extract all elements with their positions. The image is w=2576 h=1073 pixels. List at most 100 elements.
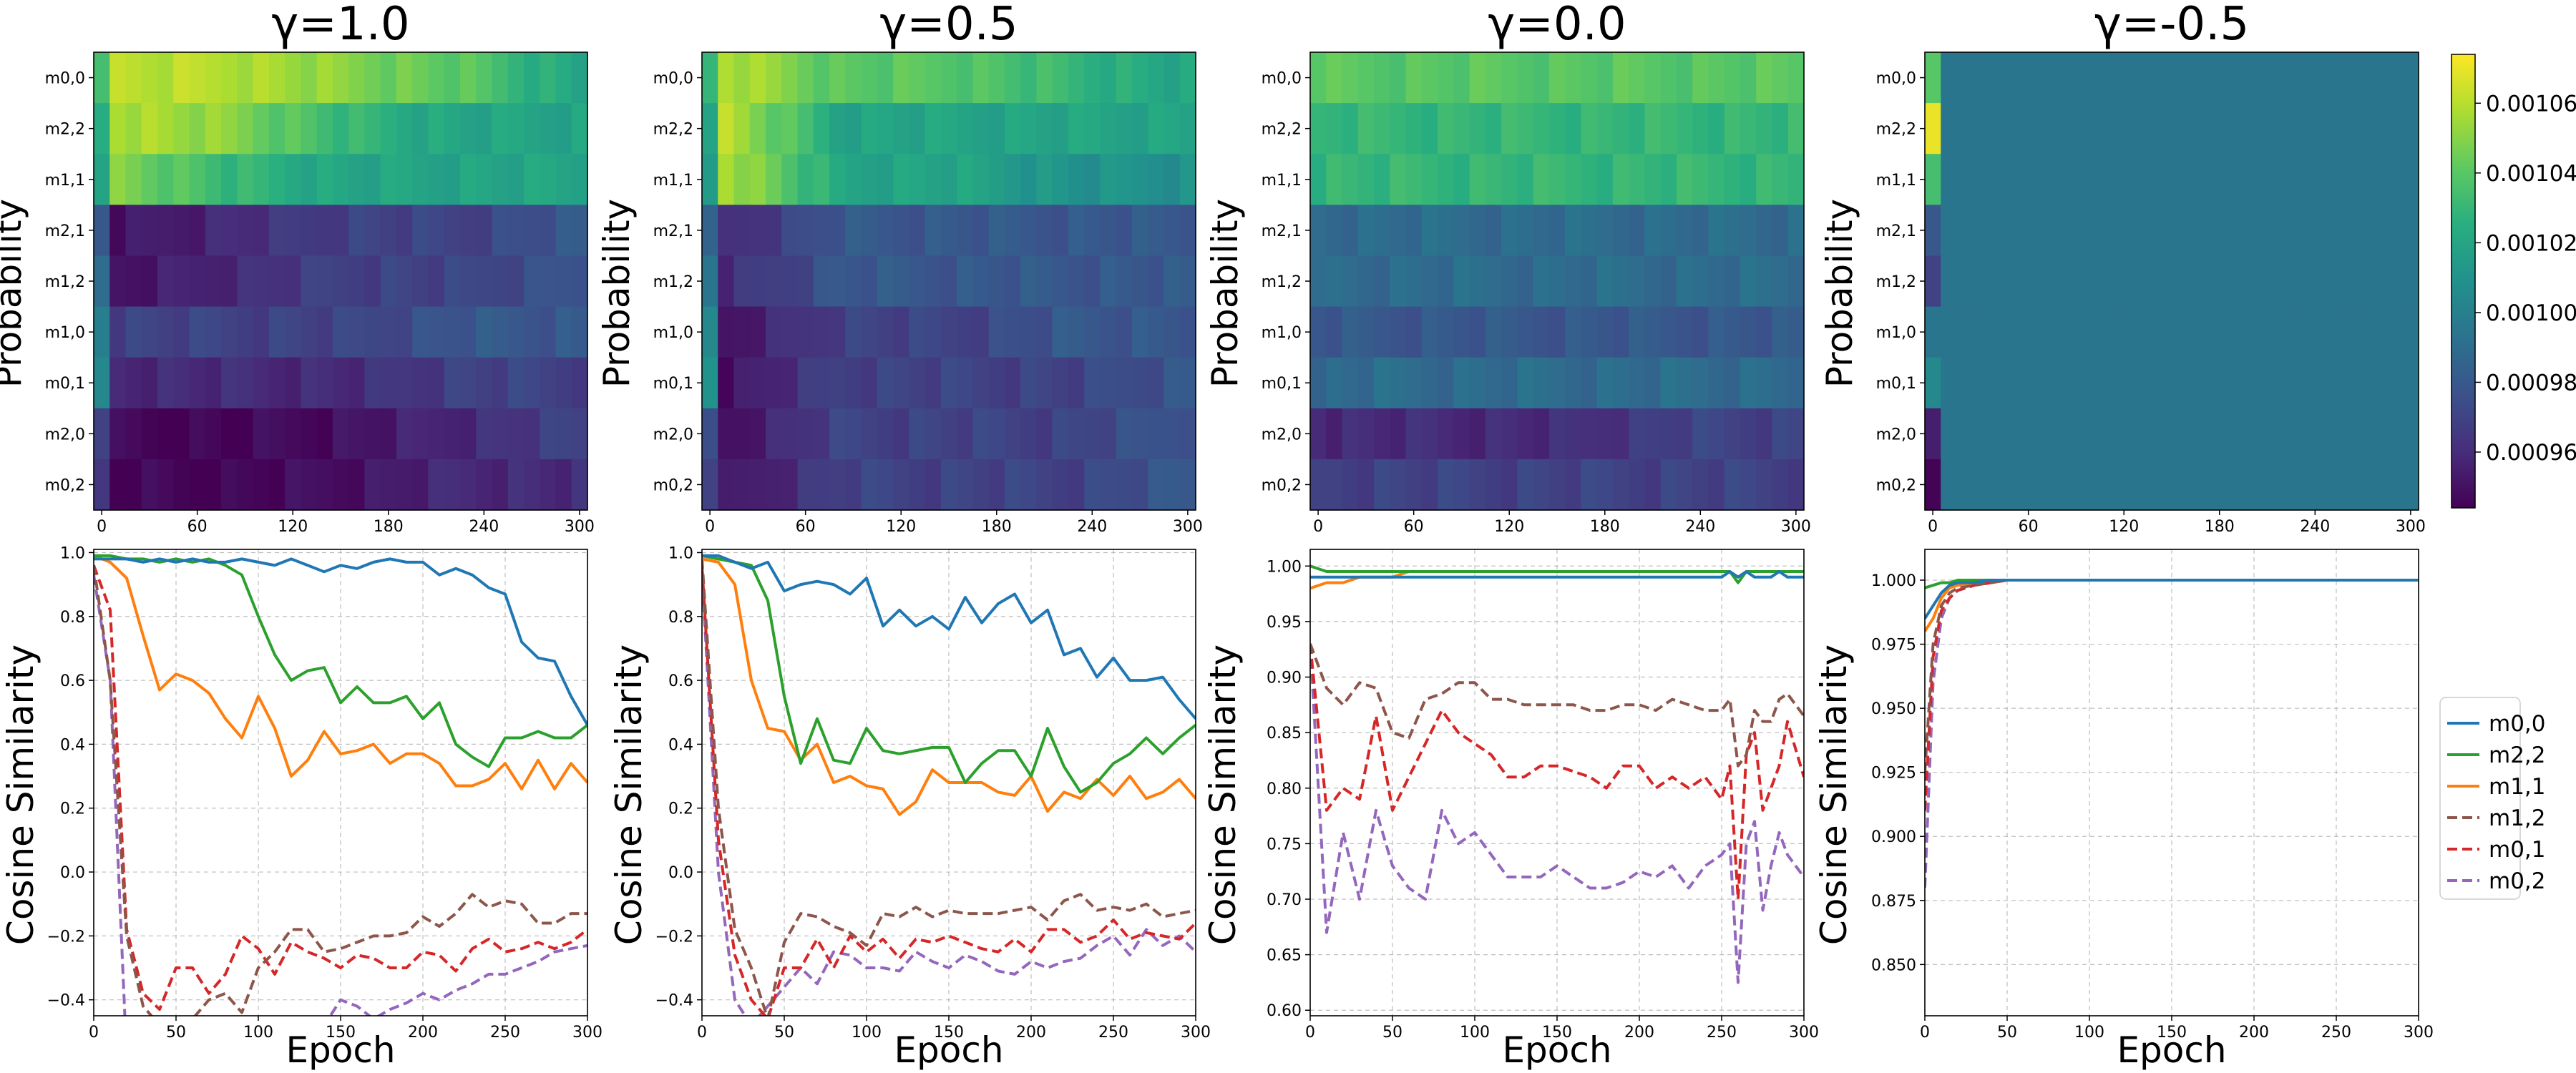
y-tick-label: 0.875 <box>1871 893 1916 911</box>
heatmap-cell <box>1989 154 2005 205</box>
heatmap-cell <box>909 255 926 308</box>
heatmap-cell <box>268 357 286 409</box>
line-chart-panel: 0 50 100 150 200 250 300 −0.4 −0.2 0.0 0.2 0.4 0.6 0.… <box>0 544 602 1071</box>
x-tick-label: 150 <box>1542 1024 1572 1042</box>
heatmap-cell <box>1405 306 1423 358</box>
heatmap-cell <box>1453 205 1470 257</box>
x-axis-label: Epoch <box>2117 1029 2226 1071</box>
heatmap-cell <box>2307 154 2324 205</box>
heatmap-cell <box>540 255 557 308</box>
heatmap-cell <box>2147 255 2165 308</box>
heatmap-cell <box>2307 255 2324 308</box>
heatmap-cell <box>1068 154 1085 205</box>
heatmap-cell <box>829 103 846 155</box>
heatmap-cell <box>861 52 878 104</box>
heatmap-cell <box>2243 103 2260 155</box>
heatmap-cell <box>1036 459 1053 511</box>
heatmap-cell <box>957 459 973 511</box>
heatmap-cell <box>1517 306 1534 358</box>
heatmap-cell <box>718 255 735 308</box>
heatmap-cell <box>2004 205 2021 257</box>
heatmap-cell <box>877 357 894 409</box>
heatmap-cell <box>253 306 270 358</box>
y-tick-label: 0.70 <box>1267 891 1302 909</box>
heatmap-cell <box>1020 52 1038 104</box>
heatmap-cell <box>2211 52 2228 104</box>
heatmap-cell <box>268 255 286 308</box>
heatmap-cell <box>205 154 222 205</box>
heatmap-cell <box>2195 306 2212 358</box>
heatmap-xtick-label: 180 <box>374 518 404 536</box>
heatmap-cell <box>2259 52 2276 104</box>
heatmap-cell <box>1925 408 1941 460</box>
heatmap-row-label: m2,0 <box>1876 426 1916 444</box>
heatmap-cell <box>781 459 799 511</box>
heatmap-cell <box>2259 408 2276 460</box>
heatmap-cell <box>1084 154 1101 205</box>
heatmap-cell <box>1342 255 1359 308</box>
heatmap-cell <box>1629 459 1646 511</box>
heatmap-cell <box>428 103 445 155</box>
heatmap-cell <box>444 205 461 257</box>
heatmap-cell <box>2371 205 2388 257</box>
heatmap-cell <box>2020 205 2037 257</box>
heatmap-cell <box>348 255 365 308</box>
colorbar-tick-label: 0.00096 <box>2486 440 2576 466</box>
heatmap-cell <box>2132 357 2149 409</box>
heatmap-cell <box>1533 103 1550 155</box>
heatmap-cell <box>1131 408 1148 460</box>
heatmap-cell <box>2323 103 2340 155</box>
heatmap-cell <box>1956 52 1974 104</box>
heatmap-cell <box>2243 154 2260 205</box>
heatmap-row-label: m0,2 <box>45 476 85 494</box>
heatmap-cell <box>1756 205 1773 257</box>
heatmap-cell <box>1956 154 1974 205</box>
heatmap-title: γ=0.0 <box>1488 0 1626 51</box>
heatmap-cell <box>109 103 127 155</box>
heatmap-cell <box>2275 154 2292 205</box>
heatmap-cell <box>2132 205 2149 257</box>
heatmap-cell <box>268 459 286 511</box>
heatmap-cell <box>301 408 318 460</box>
heatmap-cell <box>972 52 990 104</box>
heatmap-cell <box>1581 103 1598 155</box>
heatmap-cell <box>1084 357 1101 409</box>
heatmap-cell <box>1357 154 1375 205</box>
heatmap-cell <box>1357 357 1375 409</box>
heatmap-cell <box>1390 459 1407 511</box>
heatmap-cell <box>845 205 862 257</box>
heatmap-cell <box>571 103 588 155</box>
heatmap-cell <box>523 408 540 460</box>
heatmap-cell <box>2132 408 2149 460</box>
heatmap-cell <box>1925 459 1941 511</box>
heatmap-cell <box>189 408 206 460</box>
heatmap-cell <box>1772 357 1789 409</box>
line-chart-panel: 0 50 100 150 200 250 300 0.60 0.65 0.70 0.75 0.80 0.… <box>1202 549 1819 1071</box>
heatmap-cell <box>428 154 445 205</box>
y-tick-label: 0.8 <box>668 609 693 627</box>
heatmap-cell <box>733 255 751 308</box>
heatmap-cell <box>1565 154 1581 205</box>
heatmap-cell <box>1596 459 1614 511</box>
heatmap-cell <box>988 459 1005 511</box>
heatmap-cell <box>749 408 766 460</box>
heatmap-cell <box>125 408 142 460</box>
heatmap-cell <box>2243 459 2260 511</box>
heatmap-cell <box>2259 306 2276 358</box>
heatmap-cell <box>189 52 206 104</box>
heatmap-cell <box>2275 52 2292 104</box>
heatmap-cell <box>348 459 365 511</box>
heatmap-cell <box>1644 408 1662 460</box>
heatmap-cell <box>1469 154 1486 205</box>
heatmap-cell <box>1310 357 1327 409</box>
heatmap-cell <box>1148 103 1165 155</box>
heatmap-cell <box>1740 306 1757 358</box>
heatmap-cell <box>109 357 127 409</box>
heatmap-cell <box>1644 205 1662 257</box>
heatmap-cell <box>1989 306 2005 358</box>
heatmap-cell <box>1756 255 1773 308</box>
heatmap-row-label: m1,1 <box>653 172 693 190</box>
series-line-m0-2 <box>702 572 1196 1016</box>
heatmap-cell <box>893 459 909 511</box>
heatmap-cell <box>1772 154 1789 205</box>
